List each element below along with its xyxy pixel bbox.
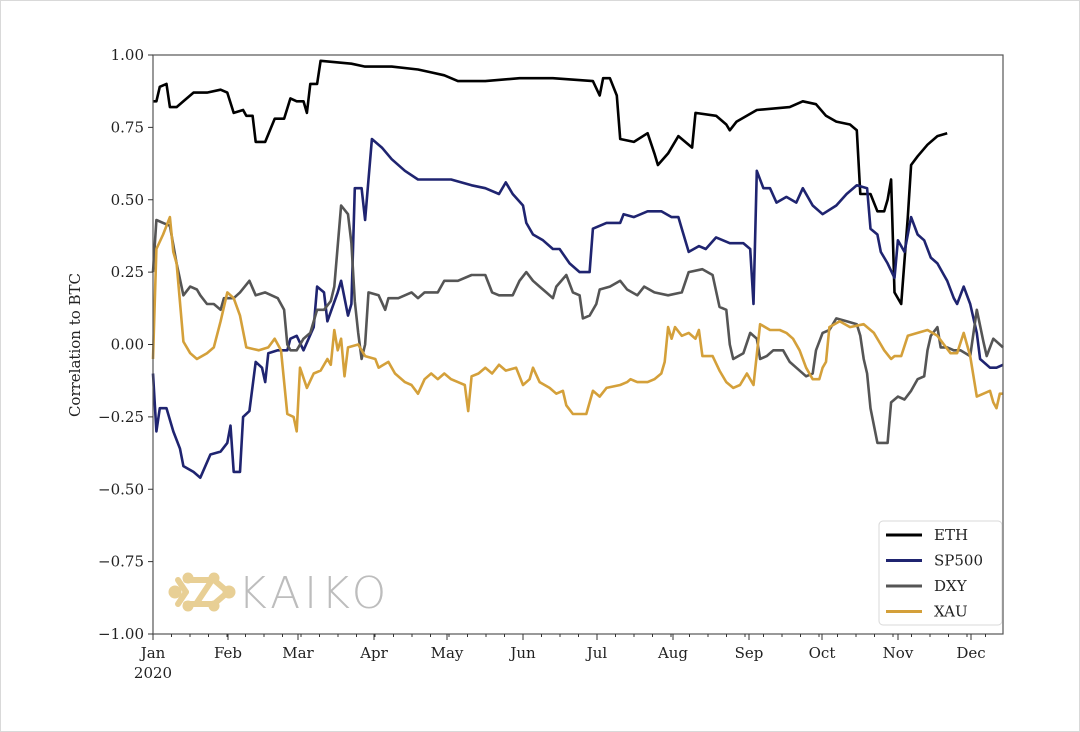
y-tick-label: 0.00 (111, 336, 144, 354)
series-line-sp500 (151, 137, 1004, 480)
series-line-eth (153, 59, 948, 306)
kaiko-brand-text: KAIKO (238, 568, 390, 619)
x-tick-label: Dec (956, 644, 985, 662)
y-tick-label: 0.25 (111, 263, 144, 281)
y-tick-label: 0.75 (111, 118, 144, 136)
y-tick-label: 0.50 (111, 191, 144, 209)
x-axis: Jan Feb Mar Apr May Jun Jul Aug Sep Oct Nov Dec 2020 (134, 634, 986, 682)
y-tick-label: −0.50 (98, 480, 144, 498)
x-tick-label: Apr (359, 644, 388, 662)
x-tick-label: Aug (657, 644, 688, 662)
x-tick-label: Jul (585, 644, 608, 662)
legend-label-eth: ETH (934, 526, 968, 544)
legend: ETH SP500 DXY XAU (878, 520, 1003, 626)
y-axis: 1.00 0.75 0.50 0.25 0.00 −0.25 −0.50 −0.75 −1.00 (98, 46, 153, 643)
y-tick-label: 1.00 (111, 46, 144, 64)
y-tick-label: −1.00 (98, 625, 144, 643)
y-tick-label: −0.25 (98, 408, 144, 426)
kaiko-watermark: KAIKO (168, 568, 390, 619)
y-axis-label: Correlation to BTC (66, 273, 84, 417)
legend-label-sp500: SP500 (934, 552, 983, 570)
kaiko-logo-icon (168, 572, 236, 612)
legend-label-xau: XAU (934, 603, 968, 621)
series-line-xau (151, 215, 1003, 433)
x-tick-label: Sep (735, 644, 764, 662)
y-tick-label: −0.75 (98, 553, 144, 571)
x-tick-label: Mar (282, 644, 314, 662)
x-tick-label: Jan (139, 644, 166, 662)
x-tick-label: Oct (809, 644, 836, 662)
x-tick-label: Jun (508, 644, 536, 662)
x-tick-label: Feb (214, 644, 242, 662)
x-year-label: 2020 (134, 664, 172, 682)
plot-area-frame (152, 54, 1004, 635)
x-tick-label: Nov (883, 644, 914, 662)
legend-label-dxy: DXY (934, 577, 968, 595)
series-layer (151, 59, 1004, 480)
series-line-dxy (151, 204, 1004, 445)
x-tick-label: May (431, 644, 464, 662)
